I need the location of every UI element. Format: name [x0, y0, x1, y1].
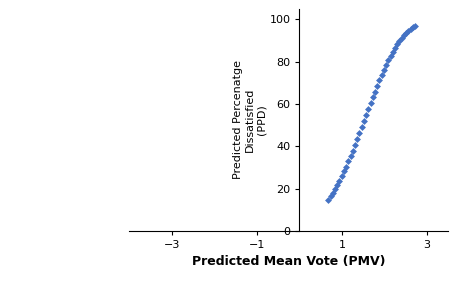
- Point: [336, 178, 343, 183]
- Point: [329, 191, 336, 195]
- Point: [405, 28, 412, 33]
- Point: [353, 137, 361, 141]
- Point: [367, 101, 374, 106]
- Point: [347, 154, 354, 158]
- Point: [371, 89, 379, 94]
- Point: [402, 30, 410, 35]
- Point: [358, 125, 365, 130]
- Point: [384, 58, 392, 62]
- X-axis label: Predicted Mean Vote (PMV): Predicted Mean Vote (PMV): [192, 255, 385, 268]
- Point: [396, 38, 403, 43]
- Point: [345, 159, 352, 164]
- Point: [383, 62, 390, 67]
- Point: [338, 174, 345, 178]
- Point: [407, 27, 414, 31]
- Point: [369, 95, 377, 100]
- Point: [356, 131, 363, 136]
- Point: [398, 36, 405, 40]
- Point: [365, 107, 372, 112]
- Point: [373, 83, 381, 88]
- Point: [409, 25, 416, 30]
- Point: [378, 73, 385, 77]
- Point: [387, 53, 394, 58]
- Point: [411, 23, 419, 28]
- Point: [325, 197, 332, 202]
- Point: [389, 49, 396, 54]
- Point: [360, 119, 368, 124]
- Point: [391, 45, 399, 50]
- Point: [362, 113, 370, 118]
- Point: [380, 67, 388, 72]
- Point: [349, 148, 356, 153]
- Point: [327, 194, 334, 199]
- Y-axis label: Predicted Percenatge
Dissatisfied
(PPD): Predicted Percenatge Dissatisfied (PPD): [233, 60, 267, 179]
- Point: [394, 42, 401, 46]
- Point: [331, 187, 339, 192]
- Point: [342, 164, 350, 169]
- Point: [340, 169, 347, 174]
- Point: [351, 143, 359, 147]
- Point: [334, 183, 341, 187]
- Point: [376, 78, 383, 83]
- Point: [400, 33, 407, 38]
